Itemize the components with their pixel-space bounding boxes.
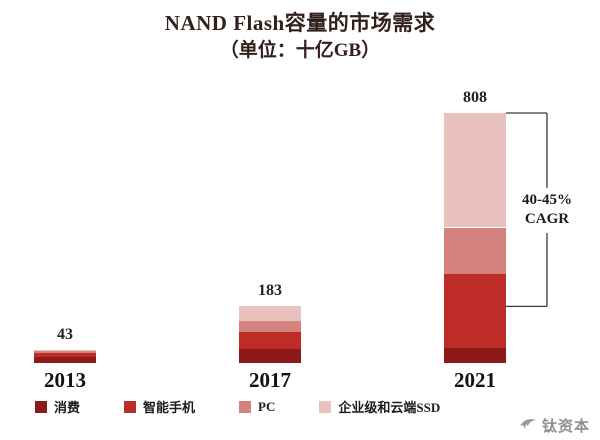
legend-item-pc: PC [239,399,275,415]
legend-label-pc: PC [258,398,276,414]
bar-segment [444,113,506,228]
eagle-icon [519,417,537,435]
legend-swatch-enterprise-ssd [319,400,332,413]
legend-item-smartphone: 智能手机 [124,397,195,416]
chart-subtitle: （单位：十亿GB） [219,40,381,61]
legend-item-consumer: 消费 [35,397,80,416]
bar-segment [239,332,301,350]
x-axis-label-2013: 2013 [44,368,86,392]
x-axis-label-2017: 2017 [249,368,291,392]
legend-label-consumer: 消费 [54,400,81,415]
bar-segment [34,349,96,351]
legend-swatch-consumer [35,400,47,413]
bar-segment [239,321,301,333]
legend-swatch-smartphone [124,400,137,413]
legend-swatch-pc [239,400,252,413]
chart-title: NAND Flash容量的市场需求 [164,11,436,35]
bar-segment [34,352,96,357]
watermark: 钛资本 [519,415,590,436]
bar-segment [444,348,506,363]
bar-segment [444,273,506,349]
bar-segment [34,356,96,363]
bar-value-2021: 808 [463,89,487,106]
legend: 消费 智能手机 PC 企业级和云端SSD [35,397,440,416]
bar-segment [34,350,96,353]
bar-segment [239,306,301,322]
watermark-text: 钛资本 [541,418,590,435]
cagr-annotation: 40-45% CAGR [508,187,586,233]
bar-value-2017: 183 [258,282,282,300]
bar-value-2013: 43 [57,325,73,343]
x-axis-label-2021: 2021 [454,368,496,392]
cagr-label: CAGR [524,211,570,228]
cagr-rate: 40-45% [522,191,572,208]
legend-item-enterprise-ssd: 企业级和云端SSD [319,397,440,416]
bar-segment [444,227,506,274]
bar-segment [239,349,301,363]
legend-label-enterprise-ssd: 企业级和云端SSD [338,400,441,415]
legend-label-smartphone: 智能手机 [143,400,196,415]
